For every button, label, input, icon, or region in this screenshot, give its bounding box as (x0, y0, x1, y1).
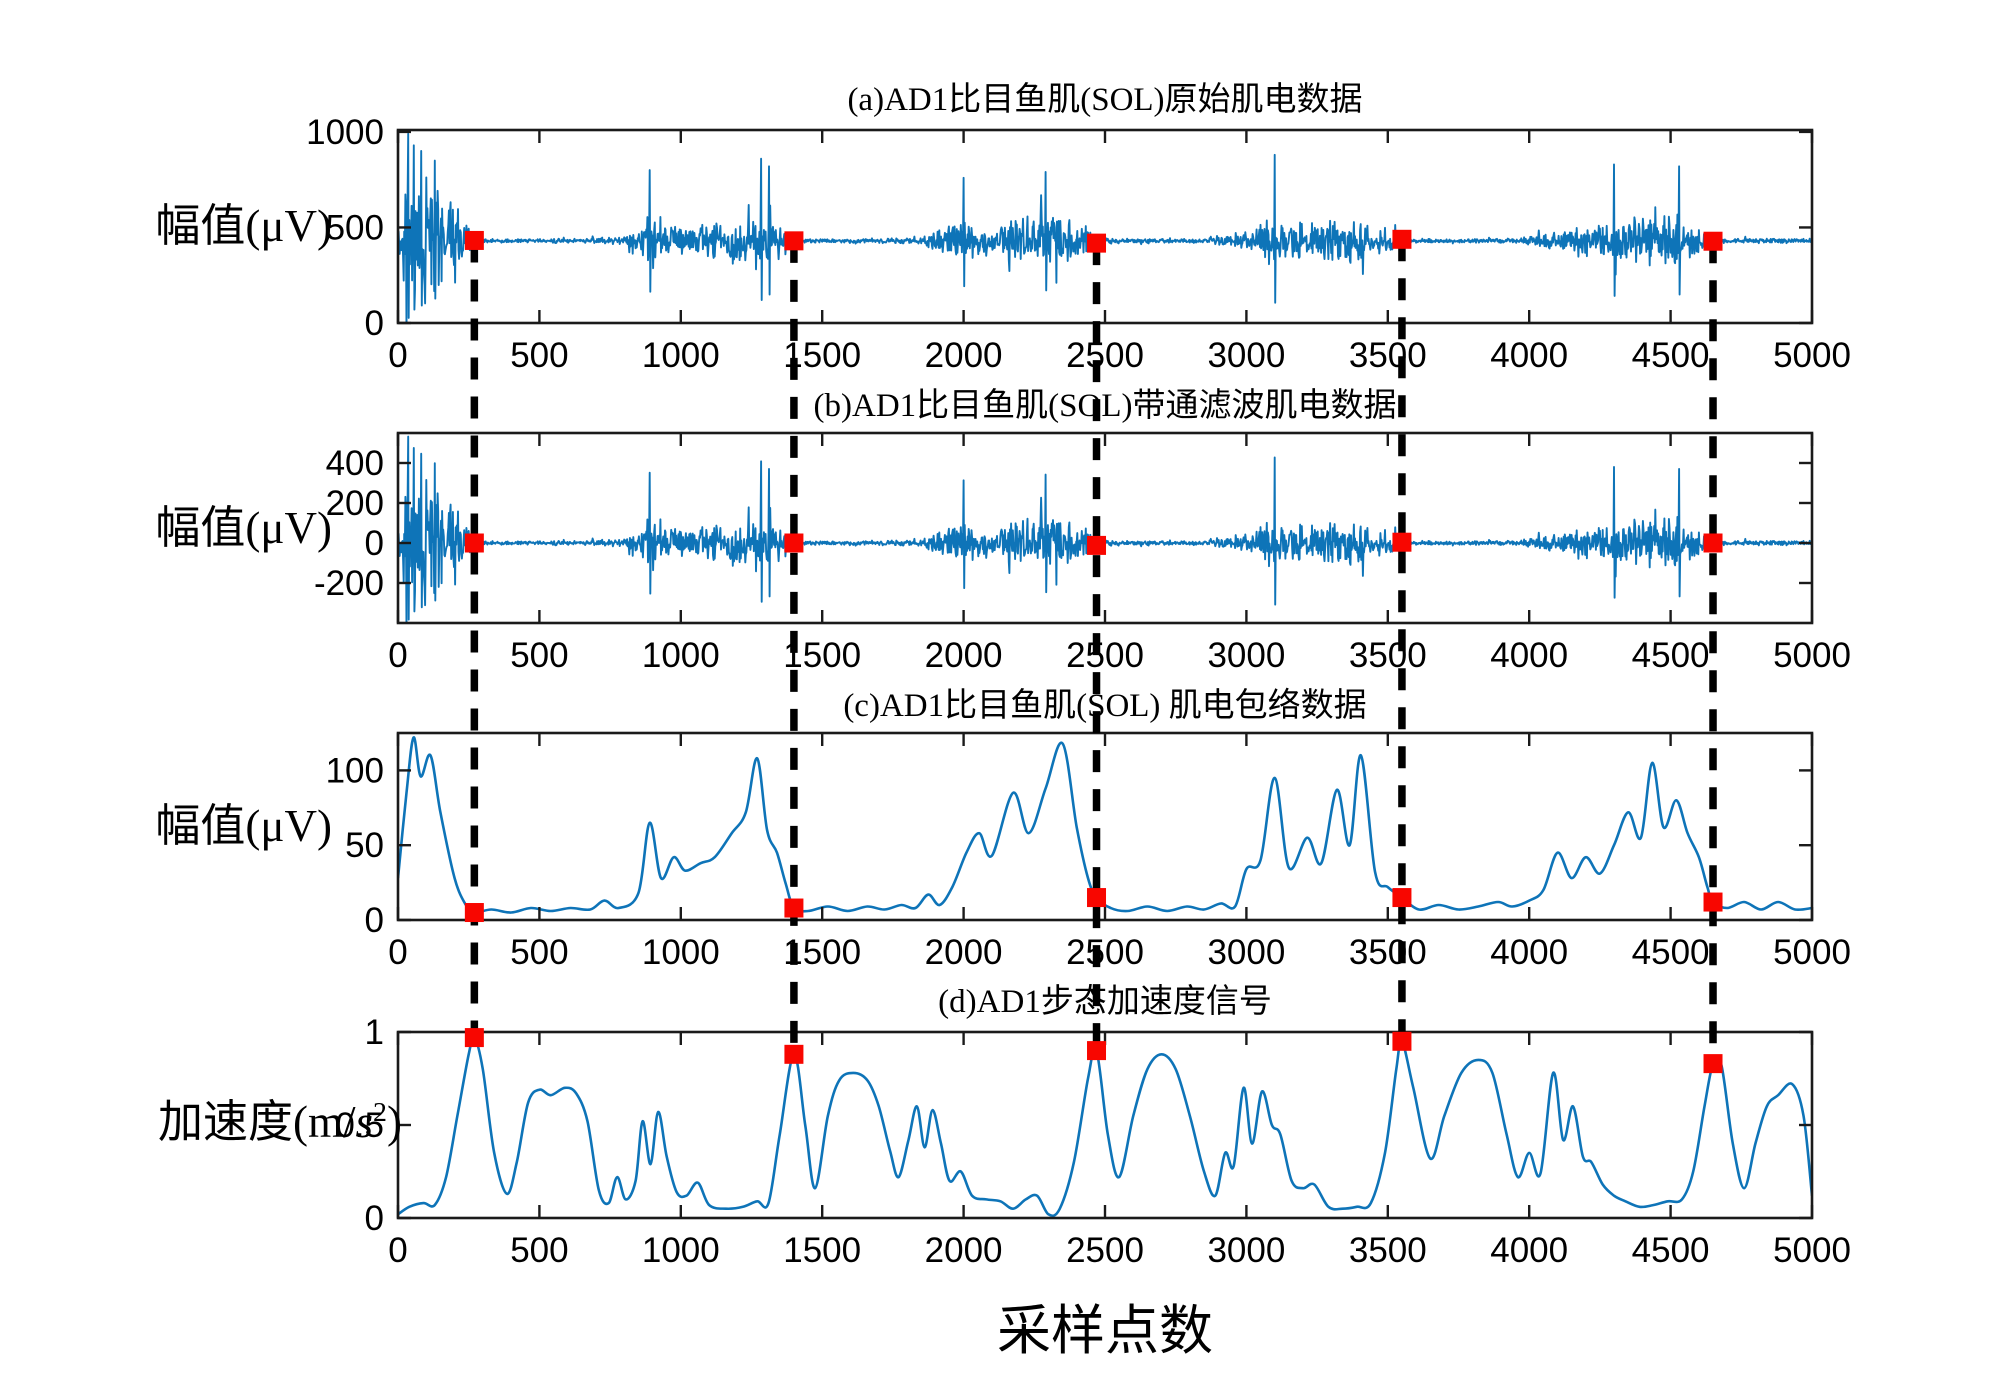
subplot-b-ylabel: 幅值(μV) (155, 503, 332, 553)
x-tick-label-c: 4500 (1632, 933, 1710, 972)
accel-label-s: s (355, 1097, 374, 1147)
x-tick-label-a: 3500 (1349, 336, 1427, 375)
x-tick-label-c: 2000 (925, 933, 1003, 972)
x-tick-label-a: 4500 (1632, 336, 1710, 375)
signal-path-d (398, 1035, 1812, 1218)
x-tick-label-c: 3000 (1207, 933, 1285, 972)
event-marker-b-2 (784, 533, 804, 553)
event-marker-d-3 (1087, 1041, 1107, 1061)
y-tick-label-d: 0.5 (335, 1106, 384, 1145)
x-tick-label-a: 1000 (642, 336, 720, 375)
event-marker-a-1 (464, 230, 484, 250)
event-marker-a-4 (1392, 229, 1412, 249)
event-marker-a-2 (784, 231, 804, 251)
x-tick-label-b: 3500 (1349, 636, 1427, 675)
x-tick-label-d: 500 (510, 1231, 568, 1270)
event-marker-d-2 (784, 1044, 804, 1064)
x-tick-label-d: 2000 (925, 1231, 1003, 1270)
y-tick-label-b: 200 (326, 484, 384, 523)
event-marker-b-3 (1087, 535, 1107, 555)
subplot-d-ylabel: 加速度(m/s2) (0, 1096, 402, 1148)
y-tick-label-b: 400 (326, 444, 384, 483)
subplot-b-title: (b)AD1比目鱼肌(SOL)带通滤波肌电数据 (813, 388, 1397, 424)
subplot-a-title: (a)AD1比目鱼肌(SOL)原始肌电数据 (847, 82, 1363, 118)
x-tick-label-d: 1000 (642, 1231, 720, 1270)
y-tick-label-c: 0 (365, 901, 384, 940)
x-tick-label-d: 3500 (1349, 1231, 1427, 1270)
x-tick-label-c: 0 (388, 933, 407, 972)
x-tick-label-c: 500 (510, 933, 568, 972)
x-tick-label-b: 4500 (1632, 636, 1710, 675)
y-tick-label-d: 0 (365, 1199, 384, 1238)
axis-box-a (396, 128, 1814, 325)
signal-path-a (398, 132, 1812, 323)
x-tick-label-a: 500 (510, 336, 568, 375)
y-tick-label-a: 500 (326, 208, 384, 247)
subplot-a-ylabel: 幅值(μV) (155, 201, 332, 251)
x-tick-label-d: 1500 (783, 1231, 861, 1270)
y-tick-label-a: 1000 (306, 113, 384, 152)
y-tick-label-d: 1 (365, 1013, 384, 1052)
subplot-c-title: (c)AD1比目鱼肌(SOL) 肌电包络数据 (843, 688, 1367, 724)
x-tick-label-a: 4000 (1490, 336, 1568, 375)
x-tick-label-b: 2000 (925, 636, 1003, 675)
x-axis-label: 采样点数 (997, 1301, 1213, 1361)
event-marker-d-5 (1703, 1054, 1723, 1074)
x-tick-label-c: 3500 (1349, 933, 1427, 972)
x-tick-label-c: 2500 (1066, 933, 1144, 972)
subplot-c-ylabel: 幅值(μV) (155, 801, 332, 851)
y-tick-label-a: 0 (365, 304, 384, 343)
x-tick-label-a: 0 (388, 336, 407, 375)
event-marker-c-4 (1392, 888, 1412, 908)
x-tick-label-b: 4000 (1490, 636, 1568, 675)
event-marker-c-5 (1703, 892, 1723, 912)
x-tick-label-a: 2500 (1066, 336, 1144, 375)
x-tick-label-b: 500 (510, 636, 568, 675)
x-tick-label-d: 4500 (1632, 1231, 1710, 1270)
x-tick-label-b: 3000 (1207, 636, 1285, 675)
subplot-d-title: (d)AD1步态加速度信号 (938, 984, 1272, 1020)
x-tick-label-b: 1000 (642, 636, 720, 675)
event-marker-a-5 (1703, 231, 1723, 251)
y-tick-label-c: 50 (345, 826, 384, 865)
y-tick-label-b: -200 (314, 564, 384, 603)
event-marker-b-5 (1703, 533, 1723, 553)
y-tick-label-b: 0 (365, 524, 384, 563)
x-tick-label-d: 2500 (1066, 1231, 1144, 1270)
x-tick-label-a: 2000 (925, 336, 1003, 375)
event-marker-c-1 (464, 903, 484, 923)
accel-label-suffix: ) (387, 1097, 402, 1147)
event-marker-c-2 (784, 898, 804, 918)
x-tick-label-d: 3000 (1207, 1231, 1285, 1270)
event-marker-d-1 (464, 1028, 484, 1048)
x-tick-label-a: 5000 (1773, 336, 1851, 375)
x-tick-label-c: 4000 (1490, 933, 1568, 972)
event-marker-a-3 (1087, 233, 1107, 253)
signal-path-c (398, 736, 1812, 914)
event-marker-c-3 (1087, 888, 1107, 908)
accel-label-prefix: 加速度(m/ (158, 1097, 356, 1147)
x-tick-label-b: 5000 (1773, 636, 1851, 675)
x-tick-label-d: 4000 (1490, 1231, 1568, 1270)
x-tick-label-d: 5000 (1773, 1231, 1851, 1270)
event-marker-d-4 (1392, 1031, 1412, 1051)
x-tick-label-a: 3000 (1207, 336, 1285, 375)
x-tick-label-c: 1000 (642, 933, 720, 972)
y-tick-label-c: 100 (326, 751, 384, 790)
x-tick-label-b: 0 (388, 636, 407, 675)
x-tick-label-c: 5000 (1773, 933, 1851, 972)
x-tick-label-b: 2500 (1066, 636, 1144, 675)
axis-box-b (396, 431, 1814, 625)
signal-path-b (398, 435, 1812, 623)
x-tick-label-d: 0 (388, 1231, 407, 1270)
accel-label-sup: 2 (373, 1097, 387, 1128)
event-marker-b-4 (1392, 532, 1412, 552)
event-marker-b-1 (464, 533, 484, 553)
